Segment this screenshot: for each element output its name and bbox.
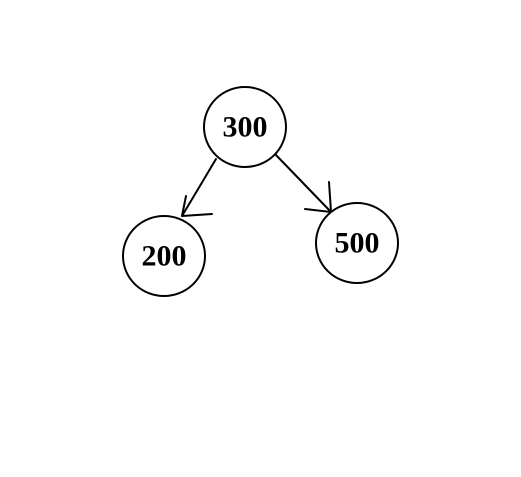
- node-right-label: 500: [335, 227, 380, 260]
- node-root-label: 300: [223, 111, 268, 144]
- node-right-child: 500: [315, 202, 399, 284]
- edge-root-to-left: [181, 158, 217, 217]
- node-left-child: 200: [122, 215, 206, 297]
- edge-line-root-to-left: [181, 158, 217, 217]
- node-left-label: 200: [142, 240, 187, 273]
- edge-root-to-right: [275, 154, 332, 213]
- node-root-circle: [203, 86, 287, 168]
- node-root: 300: [203, 86, 287, 168]
- edge-line-root-to-right: [275, 154, 332, 213]
- node-right-circle: [315, 202, 399, 284]
- node-left-circle: [122, 215, 206, 297]
- arrowhead-left: [181, 195, 213, 217]
